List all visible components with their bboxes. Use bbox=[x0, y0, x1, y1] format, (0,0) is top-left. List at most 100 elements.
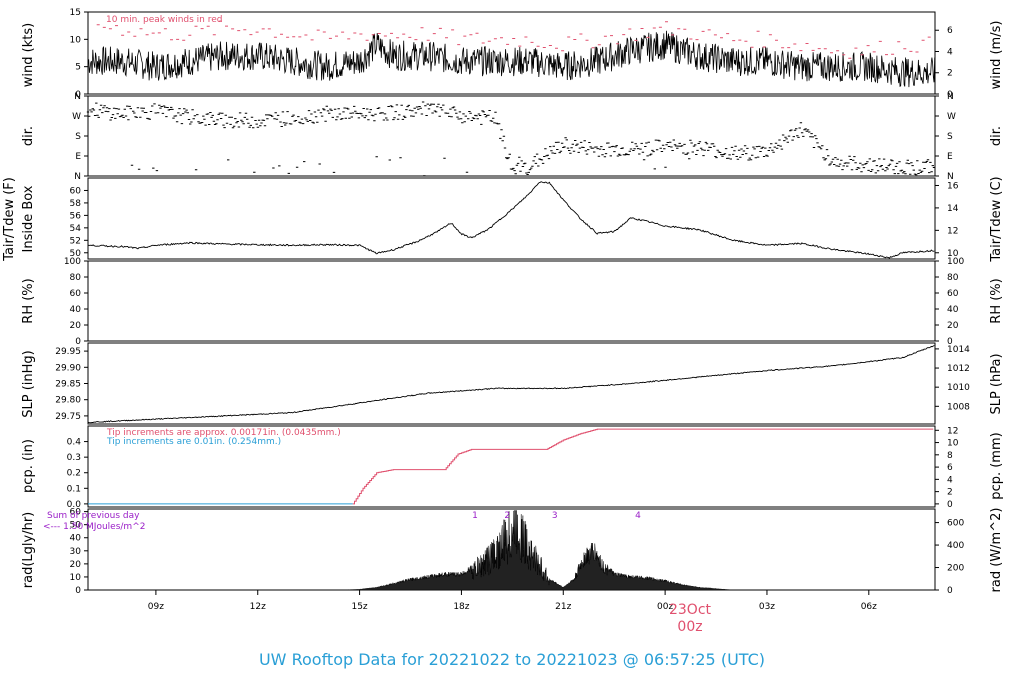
temp-left-tick-label: 60 bbox=[70, 186, 82, 196]
temp-ylabel-left-1: Tair/Tdew (F) bbox=[2, 177, 17, 262]
dir-right-tick-label: N bbox=[947, 172, 954, 182]
wind-ylabel-left: wind (kts) bbox=[21, 23, 36, 87]
pcp-ylabel-left: pcp. (in) bbox=[21, 439, 36, 493]
pcp-left-tick-label: 0.4 bbox=[67, 438, 82, 448]
wind-panel-frame bbox=[87, 11, 936, 95]
slp-right-tick-label: 1008 bbox=[947, 402, 970, 412]
axes: 0510150246NESWNNESWN50525456586010121416… bbox=[55, 8, 970, 612]
slp-left-tick-label: 29.75 bbox=[55, 412, 81, 422]
temp-left-tick-label: 52 bbox=[70, 236, 81, 246]
temp-left-tick-label: 50 bbox=[70, 249, 82, 259]
rad-left-tick-label: 40 bbox=[70, 534, 82, 544]
slp-left-tick-label: 29.80 bbox=[55, 396, 81, 406]
rad-left-tick-label: 20 bbox=[70, 560, 82, 570]
pcp-right-tick-label: 10 bbox=[947, 439, 959, 449]
dir-right-tick-label: N bbox=[947, 92, 954, 102]
temp-right-tick-label: 14 bbox=[947, 204, 959, 214]
rad-marker-1: 1 bbox=[472, 511, 478, 521]
pcp-right-tick-label: 12 bbox=[947, 426, 958, 436]
pcp-left-tick-label: 0.2 bbox=[67, 469, 81, 479]
wind-peak-dashes bbox=[96, 20, 931, 59]
wind-right-tick-label: 4 bbox=[947, 47, 953, 57]
x-tick-label: 12z bbox=[250, 602, 266, 612]
rad-left-tick-label: 60 bbox=[70, 508, 82, 518]
rad-marker-2: 2 bbox=[504, 511, 510, 521]
wind-right-tick-label: 0 bbox=[947, 90, 953, 100]
pcp-note-blue: Tip increments are 0.01in. (0.254mm.) bbox=[106, 437, 281, 447]
rh-right-tick-label: 0 bbox=[947, 337, 953, 347]
dir-panel-frame bbox=[87, 95, 936, 177]
rad-series-area bbox=[342, 510, 733, 591]
rh-right-tick-label: 40 bbox=[947, 305, 959, 315]
x-tick-label: 00z bbox=[657, 602, 673, 612]
wind-left-tick-label: 5 bbox=[75, 63, 81, 73]
wind-peak-note: 10 min. peak winds in red bbox=[106, 15, 223, 25]
x-tick-label: 21z bbox=[555, 602, 571, 612]
temp-ylabel-left-2: Inside Box bbox=[21, 185, 36, 252]
dir-left-tick-label: S bbox=[75, 132, 81, 142]
dir-right-tick-label: E bbox=[947, 152, 953, 162]
rh-right-tick-label: 20 bbox=[947, 321, 959, 331]
pcp-right-tick-label: 8 bbox=[947, 451, 953, 461]
dir-left-tick-label: W bbox=[72, 112, 81, 122]
rad-right-tick-label: 600 bbox=[947, 519, 964, 529]
date-sub-label: 00z bbox=[677, 619, 702, 635]
dir-left-tick-label: N bbox=[74, 92, 81, 102]
chart-title: UW Rooftop Data for 20221022 to 20221023… bbox=[259, 650, 765, 669]
rad-left-tick-label: 30 bbox=[70, 547, 82, 557]
panel-frames bbox=[87, 11, 936, 591]
pcp-panel-frame bbox=[87, 425, 936, 508]
slp-panel-frame bbox=[87, 342, 936, 425]
temp-right-tick-label: 16 bbox=[947, 181, 959, 191]
rad-right-tick-label: 400 bbox=[947, 541, 964, 551]
temp-left-tick-label: 58 bbox=[70, 199, 82, 209]
wind-series-line bbox=[87, 30, 936, 88]
pcp-note-red: Tip increments are approx. 0.00171in. (0… bbox=[106, 428, 341, 438]
temp-right-tick-label: 12 bbox=[947, 226, 958, 236]
rh-left-tick-label: 20 bbox=[70, 321, 82, 331]
temp-left-tick-label: 56 bbox=[70, 211, 82, 221]
rh-left-tick-label: 40 bbox=[70, 305, 82, 315]
rad-left-tick-label: 50 bbox=[70, 521, 82, 531]
slp-right-tick-label: 1014 bbox=[947, 345, 970, 355]
slp-ylabel-right: SLP (hPa) bbox=[989, 353, 1004, 414]
dir-left-tick-label: N bbox=[74, 172, 81, 182]
pcp-right-tick-label: 6 bbox=[947, 463, 953, 473]
x-tick-label: 09z bbox=[148, 602, 164, 612]
x-tick-label: 15z bbox=[351, 602, 367, 612]
rad-right-tick-label: 0 bbox=[947, 586, 953, 596]
wind-ylabel-right: wind (m/s) bbox=[989, 21, 1004, 90]
rh-left-tick-label: 60 bbox=[70, 289, 82, 299]
rh-right-tick-label: 80 bbox=[947, 273, 959, 283]
rh-right-tick-label: 60 bbox=[947, 289, 959, 299]
rad-ylabel-right: rad (W/m^2) bbox=[989, 508, 1004, 593]
wind-left-tick-label: 15 bbox=[70, 8, 81, 18]
rad-left-tick-label: 0 bbox=[75, 586, 81, 596]
slp-right-tick-label: 1010 bbox=[947, 383, 970, 393]
slp-left-tick-label: 29.90 bbox=[55, 363, 81, 373]
slp-ylabel-left: SLP (inHg) bbox=[21, 350, 36, 418]
rh-panel-frame bbox=[87, 260, 936, 342]
pcp-right-tick-label: 2 bbox=[947, 488, 953, 498]
date-label: 23Oct bbox=[669, 602, 712, 618]
wind-right-tick-label: 2 bbox=[947, 69, 953, 79]
pcp-right-tick-label: 4 bbox=[947, 475, 953, 485]
rad-marker-3: 3 bbox=[552, 511, 558, 521]
rh-left-tick-label: 0 bbox=[75, 337, 81, 347]
rad-sum-value: <--- 1.50 MJoules/m^2 bbox=[43, 522, 145, 532]
rh-right-tick-label: 100 bbox=[947, 257, 964, 267]
temp-right-tick-label: 10 bbox=[947, 249, 959, 259]
rh-ylabel-left: RH (%) bbox=[21, 278, 36, 323]
pcp-ylabel-right: pcp. (mm) bbox=[989, 432, 1004, 499]
dir-right-tick-label: S bbox=[947, 132, 953, 142]
x-tick-label: 06z bbox=[861, 602, 877, 612]
temp-series-line bbox=[87, 181, 935, 259]
x-tick-label: 18z bbox=[453, 602, 469, 612]
dir-ylabel-left: dir. bbox=[21, 126, 36, 146]
wind-left-tick-label: 0 bbox=[75, 90, 81, 100]
pcp-left-tick-label: 0.3 bbox=[67, 453, 81, 463]
dir-left-tick-label: E bbox=[75, 152, 81, 162]
x-tick-label: 03z bbox=[759, 602, 775, 612]
rad-left-tick-label: 10 bbox=[70, 573, 82, 583]
